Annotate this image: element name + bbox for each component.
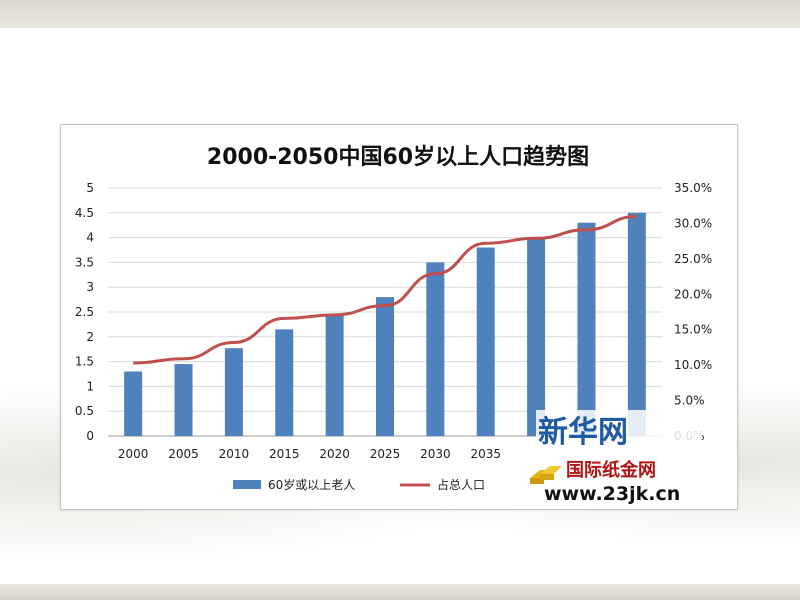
right-tick-label: 15.0% <box>674 323 712 337</box>
bar <box>325 314 344 436</box>
line-path <box>133 214 637 365</box>
watermark-url: www.23jk.cn <box>544 483 680 505</box>
x-tick-label: 2025 <box>370 447 401 461</box>
legend: 60岁或以上老人 占总人口 <box>233 477 485 492</box>
left-tick-label: 2.5 <box>75 305 94 319</box>
slide-bottom-strip <box>0 584 800 600</box>
bar <box>627 212 646 436</box>
watermark-logo-text: 新华网 <box>538 415 628 450</box>
bar-series <box>124 212 646 436</box>
left-tick-label: 5 <box>86 181 94 195</box>
bar <box>376 297 394 436</box>
watermark: 新华网 国际纸金网 www.23jk.cn <box>510 410 732 508</box>
right-tick-label: 35.0% <box>674 181 712 195</box>
x-tick-label: 2035 <box>470 447 501 461</box>
gold-bars-icon <box>530 466 562 484</box>
chart-title: 2000-2050中国60岁以上人口趋势图 <box>207 144 589 170</box>
legend-bar-label: 60岁或以上老人 <box>268 477 355 492</box>
slide-top-strip <box>0 0 800 28</box>
watermark-site-name: 国际纸金网 <box>566 459 656 481</box>
left-tick-label: 4 <box>86 231 94 245</box>
left-tick-label: 0 <box>86 429 94 443</box>
bar <box>577 222 596 436</box>
bar <box>275 329 294 436</box>
bar <box>476 247 495 436</box>
right-tick-label: 30.0% <box>674 216 712 230</box>
x-tick-label: 2015 <box>269 447 300 461</box>
right-tick-label: 10.0% <box>674 358 712 372</box>
bar <box>174 364 193 436</box>
legend-line-label: 占总人口 <box>437 477 485 492</box>
x-axis-ticks: 2000 2005 2010 2015 2020 2025 2030 2035 <box>118 447 501 461</box>
left-tick-label: 0.5 <box>75 404 94 418</box>
left-tick-label: 1 <box>86 379 94 393</box>
right-tick-label: 5.0% <box>674 394 705 408</box>
left-tick-label: 3.5 <box>75 255 94 269</box>
legend-bar-swatch <box>233 480 261 489</box>
x-tick-label: 2030 <box>420 447 451 461</box>
left-tick-label: 1.5 <box>75 355 94 369</box>
bar <box>224 348 243 436</box>
right-tick-label: 20.0% <box>674 287 712 301</box>
left-tick-label: 2 <box>86 330 94 344</box>
right-tick-label: 25.0% <box>674 252 712 266</box>
left-tick-label: 3 <box>86 280 94 294</box>
line-series <box>133 214 637 365</box>
x-tick-label: 2010 <box>219 447 250 461</box>
bar <box>527 237 546 436</box>
bar <box>426 262 445 436</box>
right-axis-ticks: 0.0%5.0%10.0%15.0%20.0%25.0%30.0%35.0% <box>674 181 712 443</box>
x-tick-label: 2005 <box>168 447 199 461</box>
left-axis-ticks: 0 0.5 1 1.5 2 2.5 3 3.5 4 4.5 5 <box>75 181 94 443</box>
bar <box>124 371 143 436</box>
x-tick-label: 2000 <box>118 447 149 461</box>
x-tick-label: 2020 <box>319 447 350 461</box>
left-tick-label: 4.5 <box>75 206 94 220</box>
